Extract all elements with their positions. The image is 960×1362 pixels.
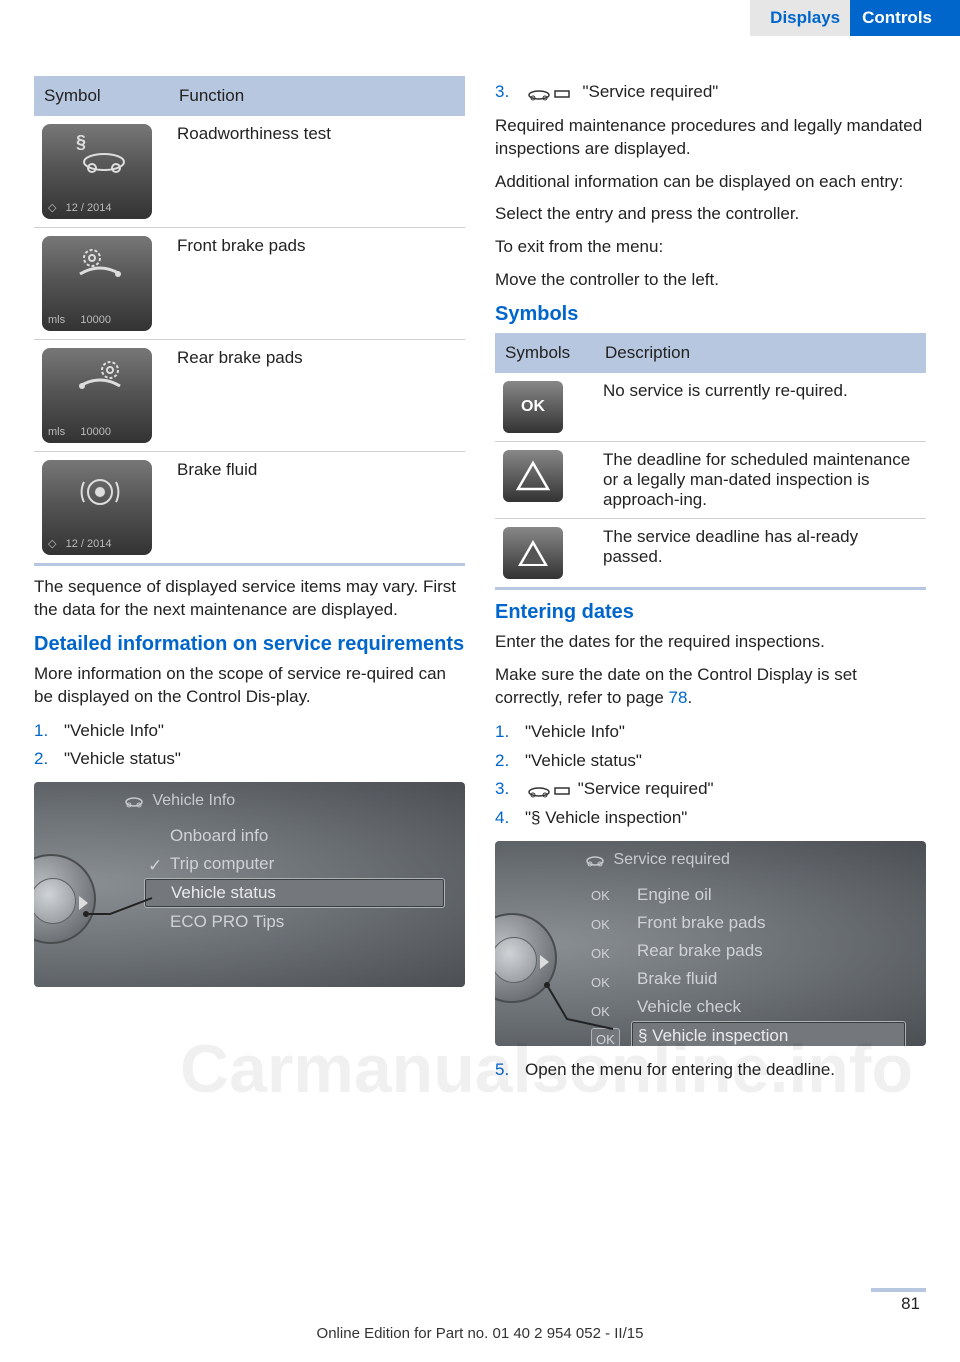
menu-item: Engine oil — [631, 881, 906, 909]
menu-item: ECO PRO Tips — [144, 908, 445, 936]
menu-item: Onboard info — [144, 822, 445, 850]
ok-badge: OK — [591, 881, 620, 910]
tile-brake-fluid: ◇ 12 / 2014 — [42, 460, 152, 555]
tile-footer: mls 10000 — [48, 314, 111, 326]
right-column: "Service required" Required maintenance … — [495, 76, 926, 1092]
menu-items: Engine oil Front brake pads Rear brake p… — [631, 881, 906, 1046]
cell-desc: The service deadline has al‐ready passed… — [595, 519, 926, 589]
ok-tile-icon: OK — [503, 381, 563, 433]
step-item: "Service required" — [495, 80, 926, 105]
section-detailed-heading: Detailed information on service requirem… — [34, 632, 465, 657]
menu-title: Service required — [585, 851, 730, 869]
table-row: § ◇ 12 / 2014 Roadworthiness test — [34, 116, 465, 228]
step-item: "Vehicle Info" — [495, 720, 926, 745]
tile-footer: mls 10000 — [48, 426, 111, 438]
steps-list-1: "Vehicle Info" "Vehicle status" — [34, 719, 465, 772]
menu-item: ✓Trip computer — [144, 850, 445, 878]
pointer-line-icon — [80, 892, 160, 922]
cell-function: Front brake pads — [169, 228, 465, 340]
th-description: Description — [595, 333, 926, 373]
para: Required maintenance procedures and lega… — [495, 115, 926, 161]
symbol-function-table: Symbol Function § — [34, 76, 465, 566]
table-row: The service deadline has al‐ready passed… — [495, 519, 926, 589]
car-icon — [124, 792, 144, 808]
table-row: OK No service is currently re‐quired. — [495, 373, 926, 442]
tile-rear-brake: mls 10000 — [42, 348, 152, 443]
brake-fluid-icon — [70, 468, 130, 512]
tile-footer: ◇ 12 / 2014 — [48, 537, 112, 550]
menu-item: Rear brake pads — [631, 937, 906, 965]
left-column: Symbol Function § — [34, 76, 465, 1092]
steps-list-2: "Vehicle Info" "Vehicle status" "Service… — [495, 720, 926, 831]
steps-continue-5: Open the menu for entering the deadline. — [495, 1058, 926, 1083]
section-symbols-heading: Symbols — [495, 302, 926, 327]
steps-continue: "Service required" — [495, 80, 926, 105]
ok-badge: OK — [591, 910, 620, 939]
service-glyph-icon — [525, 779, 578, 798]
menu-items: Onboard info ✓Trip computer Vehicle stat… — [144, 822, 445, 936]
para: To exit from the menu: — [495, 236, 926, 259]
para: Enter the dates for the required inspect… — [495, 631, 926, 654]
warn-outline-tile-icon — [503, 450, 563, 502]
para-sequence: The sequence of displayed service items … — [34, 576, 465, 622]
th-symbol: Symbol — [34, 76, 169, 116]
menu-item: Vehicle check — [631, 993, 906, 1021]
menu-item: Front brake pads — [631, 909, 906, 937]
front-brake-icon — [70, 244, 130, 288]
step-item: "Vehicle Info" — [34, 719, 465, 744]
warn-filled-tile-icon — [503, 527, 563, 579]
cell-function: Rear brake pads — [169, 340, 465, 452]
ok-badge: OK — [591, 939, 620, 968]
step-item: "Service required" — [495, 777, 926, 802]
step-item: Open the menu for entering the deadline. — [495, 1058, 926, 1083]
menu-item: Brake fluid — [631, 965, 906, 993]
cell-function: Roadworthiness test — [169, 116, 465, 228]
page-header: Displays Controls — [0, 0, 960, 36]
control-display-screenshot-1: Vehicle Info Onboard info ✓Trip computer… — [34, 782, 465, 987]
table-row: ◇ 12 / 2014 Brake fluid — [34, 452, 465, 565]
rear-brake-icon — [70, 356, 130, 400]
page-link[interactable]: 78 — [669, 688, 688, 707]
cell-desc: The deadline for scheduled maintenance o… — [595, 442, 926, 519]
page-number-rule — [871, 1288, 926, 1292]
header-chapter-label: Controls — [850, 0, 960, 36]
para: Move the controller to the left. — [495, 269, 926, 292]
tile-front-brake: mls 10000 — [42, 236, 152, 331]
control-display-screenshot-2: Service required OK OK OK OK OK OK Engin… — [495, 841, 926, 1046]
table-row: The deadline for scheduled maintenance o… — [495, 442, 926, 519]
menu-title: Vehicle Info — [124, 792, 235, 810]
car-icon — [585, 851, 605, 867]
tile-roadworthiness: § ◇ 12 / 2014 — [42, 124, 152, 219]
para-detailed: More information on the scope of service… — [34, 663, 465, 709]
symbols-description-table: Symbols Description OK No service is cur… — [495, 333, 926, 590]
step-item: "Vehicle status" — [495, 749, 926, 774]
pointer-line-icon — [541, 981, 621, 1031]
page-body: Symbol Function § — [0, 36, 960, 1092]
service-glyph-icon — [525, 82, 578, 101]
step-item: "Vehicle status" — [34, 747, 465, 772]
step-item: "§ Vehicle inspection" — [495, 806, 926, 831]
menu-item-selected: § Vehicle inspection — [631, 1021, 906, 1046]
th-function: Function — [169, 76, 465, 116]
menu-item-selected: Vehicle status — [144, 878, 445, 908]
car-section-icon: § — [70, 132, 130, 176]
para: Select the entry and press the controlle… — [495, 203, 926, 226]
table-row: mls 10000 Front brake pads — [34, 228, 465, 340]
check-icon: ✓ — [148, 856, 162, 876]
cell-function: Brake fluid — [169, 452, 465, 565]
tile-footer: ◇ 12 / 2014 — [48, 201, 112, 214]
para: Make sure the date on the Control Displa… — [495, 664, 926, 710]
section-dates-heading: Entering dates — [495, 600, 926, 625]
para: Additional information can be displayed … — [495, 171, 926, 194]
svg-text:§: § — [76, 132, 86, 152]
header-section-label: Displays — [750, 0, 850, 36]
th-symbols: Symbols — [495, 333, 595, 373]
table-row: mls 10000 Rear brake pads — [34, 340, 465, 452]
footer-text: Online Edition for Part no. 01 40 2 954 … — [0, 1325, 960, 1342]
page-number: 81 — [901, 1294, 920, 1314]
cell-desc: No service is currently re‐quired. — [595, 373, 926, 442]
